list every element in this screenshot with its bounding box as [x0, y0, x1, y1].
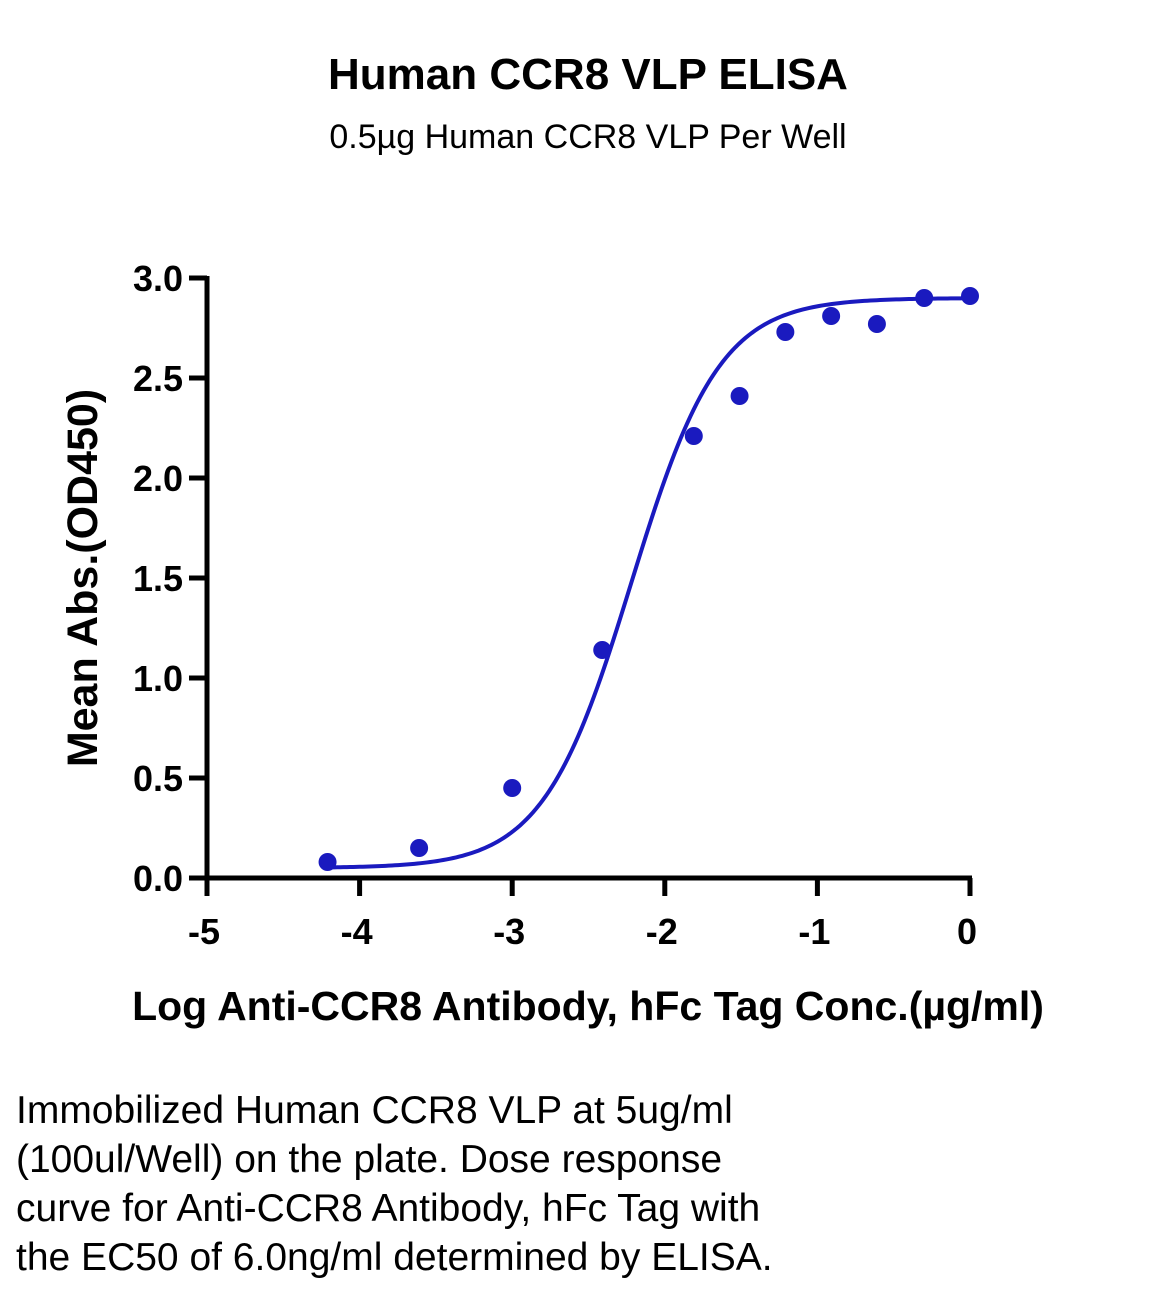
data-point [915, 289, 934, 307]
data-point [730, 387, 749, 405]
data-point [318, 853, 337, 871]
axes: 0.0 0.5 1.0 1.5 2.0 2.5 3.0 -5 -4 -3 -2 -1 0 [133, 258, 977, 952]
x-tick-label: -4 [341, 911, 373, 952]
chart-title: Human CCR8 VLP ELISA [328, 50, 848, 99]
y-axis-label: Mean Abs.(OD450) [59, 389, 107, 767]
y-tick-label: 1.5 [133, 558, 183, 599]
data-point [410, 839, 429, 857]
chart-subtitle: 0.5µg Human CCR8 VLP Per Well [329, 118, 847, 156]
y-tick-label: 2.0 [133, 458, 183, 499]
data-point [867, 315, 886, 333]
data-points-layer [318, 287, 979, 871]
data-point [593, 641, 612, 659]
x-tick-label: 0 [957, 911, 977, 952]
data-point [684, 427, 703, 445]
data-point [776, 323, 795, 341]
caption-line: the EC50 of 6.0ng/ml determined by ELISA… [16, 1236, 773, 1279]
y-tick-label: 1.0 [133, 658, 183, 699]
data-point [961, 287, 979, 305]
y-tick-label: 3.0 [133, 258, 183, 299]
caption: Immobilized Human CCR8 VLP at 5ug/ml (10… [16, 1086, 916, 1282]
y-tick-label: 0.5 [133, 758, 183, 799]
chart-svg: 0.0 0.5 1.0 1.5 2.0 2.5 3.0 -5 -4 -3 -2 -1 0 Mean Ab… [59, 258, 1044, 1029]
x-tick-label: -1 [798, 911, 830, 952]
caption-line: Immobilized Human CCR8 VLP at 5ug/ml [16, 1089, 733, 1132]
x-tick-label: -2 [646, 911, 678, 952]
x-tick-label: -3 [493, 911, 525, 952]
x-axis-label: Log Anti-CCR8 Antibody, hFc Tag Conc.(µg… [132, 983, 1044, 1029]
y-tick-label: 2.5 [133, 358, 183, 399]
caption-line: curve for Anti-CCR8 Antibody, hFc Tag wi… [16, 1187, 761, 1230]
caption-line: (100ul/Well) on the plate. Dose response [16, 1138, 723, 1181]
data-point [503, 779, 522, 797]
fit-curve [327, 296, 971, 870]
x-tick-label: -5 [188, 911, 220, 952]
fit-curve-layer [327, 296, 971, 870]
y-tick-label: 0.0 [133, 858, 183, 899]
data-point [822, 307, 841, 325]
